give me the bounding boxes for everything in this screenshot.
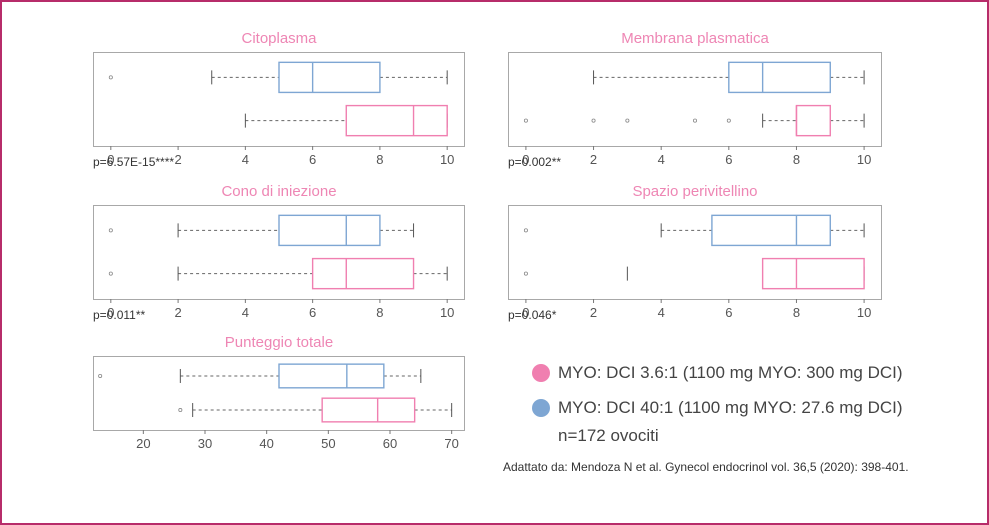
iqr-box [711, 214, 831, 247]
iqr-box [321, 397, 416, 423]
outlier-point [591, 118, 596, 123]
iqr-box [795, 104, 831, 137]
plot-frame [508, 205, 882, 300]
tick-label: 10 [440, 152, 454, 167]
tick-label: 8 [793, 305, 800, 320]
iqr-box [278, 61, 381, 94]
tick-label: 8 [376, 305, 383, 320]
tick-label: 2 [174, 152, 181, 167]
tick-label: 8 [376, 152, 383, 167]
p-value: p=0.046* [508, 308, 557, 322]
tick-label: 50 [321, 436, 335, 451]
p-value: p=6.57E-15**** [93, 155, 175, 169]
tick-label: 0 [107, 305, 114, 320]
outlier-point [108, 75, 113, 80]
membrana-plasmatica-boxplot: 0 2 4 6 8 10 [508, 52, 882, 167]
outlier-point [523, 228, 528, 233]
iqr-box [278, 214, 381, 247]
tick-label: 10 [440, 305, 454, 320]
outlier-point [108, 271, 113, 276]
p-value: p=0.002** [508, 155, 562, 169]
panel-punteggio-totale: Punteggio totale 20 30 40 50 60 70 [93, 332, 465, 462]
sample-size-note: n=172 ovociti [558, 426, 659, 446]
panel-title: Spazio perivitellino [632, 183, 758, 200]
tick-label: 4 [658, 305, 665, 320]
plot-frame [93, 52, 465, 147]
panel-membrana-plasmatica: Membrana plasmatica 0 2 4 6 8 10 p=0.002** [508, 28, 882, 178]
source-note: Adattato da: Mendoza N et al. Gynecol en… [503, 460, 909, 474]
plot-frame [508, 52, 882, 147]
plot-frame [93, 356, 465, 431]
punteggio-totale-boxplot: 20 30 40 50 60 70 [93, 356, 465, 451]
panel-title: Cono di iniezione [221, 183, 337, 200]
citoplasma-boxplot: 0 2 4 6 8 10 [93, 52, 465, 167]
p-value: p=0.011** [93, 308, 146, 322]
iqr-box [345, 104, 448, 137]
tick-label: 0 [107, 152, 114, 167]
tick-label: 2 [590, 305, 597, 320]
iqr-box [728, 61, 831, 94]
tick-label: 6 [309, 305, 316, 320]
legend-item-blue: MYO: DCI 40:1 (1100 mg MYO: 27.6 mg DCI) [532, 398, 903, 418]
blue-dot-icon [532, 399, 550, 417]
tick-label: 6 [309, 152, 316, 167]
tick-label: 6 [725, 152, 732, 167]
tick-label: 0 [522, 305, 529, 320]
tick-label: 0 [522, 152, 529, 167]
outlier-point [726, 118, 731, 123]
pink-dot-icon [532, 364, 550, 382]
tick-label: 6 [725, 305, 732, 320]
outlier-point [178, 408, 183, 413]
tick-label: 10 [857, 305, 871, 320]
tick-label: 60 [383, 436, 397, 451]
outlier-point [692, 118, 697, 123]
outlier-point [98, 373, 103, 378]
iqr-box [761, 257, 865, 290]
tick-label: 20 [136, 436, 150, 451]
plot-frame [93, 205, 465, 300]
panel-title: Citoplasma [241, 30, 317, 47]
cono-di-iniezione-boxplot: 0 2 4 6 8 10 [93, 205, 465, 320]
tick-label: 70 [444, 436, 458, 451]
panel-cono-di-iniezione: Cono di iniezione 0 2 4 6 8 10 p=0.011** [93, 181, 465, 331]
legend-item-pink: MYO: DCI 3.6:1 (1100 mg MYO: 300 mg DCI) [532, 363, 903, 383]
tick-label: 2 [590, 152, 597, 167]
panel-spazio-perivitellino: Spazio perivitellino 0 2 4 6 8 10 p=0.046* [508, 181, 882, 331]
n-note: n=172 ovociti [558, 426, 659, 445]
iqr-box [311, 257, 415, 290]
tick-label: 8 [793, 152, 800, 167]
panel-title: Punteggio totale [224, 334, 334, 351]
tick-label: 40 [259, 436, 273, 451]
tick-label: 4 [658, 152, 665, 167]
tick-label: 4 [242, 305, 249, 320]
outlier-point [523, 118, 528, 123]
panel-title: Membrana plasmatica [621, 30, 769, 47]
outlier-point [523, 271, 528, 276]
spazio-perivitellino-boxplot: 0 2 4 6 8 10 [508, 205, 882, 320]
tick-label: 4 [242, 152, 249, 167]
iqr-box [278, 363, 385, 389]
tick-label: 30 [198, 436, 212, 451]
legend-label: MYO: DCI 40:1 (1100 mg MYO: 27.6 mg DCI) [558, 398, 903, 417]
panel-citoplasma: Citoplasma 0 2 4 6 8 10 p=6.57E-15**** [93, 28, 465, 178]
tick-label: 10 [857, 152, 871, 167]
legend-label: MYO: DCI 3.6:1 (1100 mg MYO: 300 mg DCI) [558, 363, 903, 382]
tick-label: 2 [174, 305, 181, 320]
outlier-point [108, 228, 113, 233]
outlier-point [625, 118, 630, 123]
